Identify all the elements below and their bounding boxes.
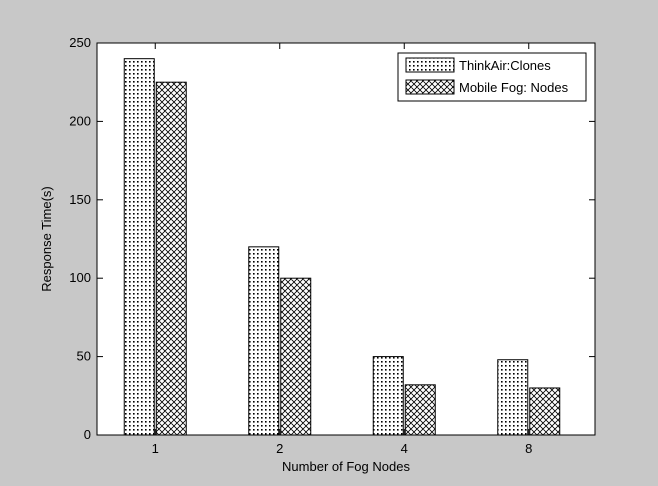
bar-mobilefog-2 [280, 277, 312, 436]
y-axis: 0 50 100 150 200 250 [69, 35, 595, 442]
legend-swatch-mobilefog [405, 79, 455, 95]
y-axis-label: Response Time(s) [39, 186, 54, 291]
x-tick-label: 4 [401, 441, 408, 456]
bar-mobilefog-1 [155, 81, 187, 436]
x-axis-label: Number of Fog Nodes [282, 459, 410, 474]
axes-frame [96, 42, 596, 436]
bar-mobilefog-4 [404, 384, 436, 436]
y-tick-label: 100 [69, 270, 91, 285]
y-tick-label: 200 [69, 113, 91, 128]
legend-swatch-thinkair [405, 57, 455, 73]
y-tick-label: 150 [69, 192, 91, 207]
legend-label-mobilefog: Mobile Fog: Nodes [459, 80, 569, 95]
bar-thinkair-4 [372, 356, 404, 436]
legend: ThinkAir:Clones Mobile Fog: Nodes [397, 52, 587, 102]
y-tick-label: 250 [69, 35, 91, 50]
bar-mobilefog-8 [529, 387, 561, 436]
bars-layer [123, 58, 561, 436]
x-tick-label: 2 [276, 441, 283, 456]
y-tick-label: 50 [77, 349, 91, 364]
y-tick-label: 0 [84, 427, 91, 442]
bar-thinkair-1 [123, 58, 155, 436]
bar-thinkair-2 [248, 246, 280, 436]
x-axis: 1 2 4 8 [152, 43, 532, 456]
legend-label-thinkair: ThinkAir:Clones [459, 58, 551, 73]
bar-thinkair-8 [497, 359, 529, 436]
x-tick-label: 8 [525, 441, 532, 456]
x-tick-label: 1 [152, 441, 159, 456]
